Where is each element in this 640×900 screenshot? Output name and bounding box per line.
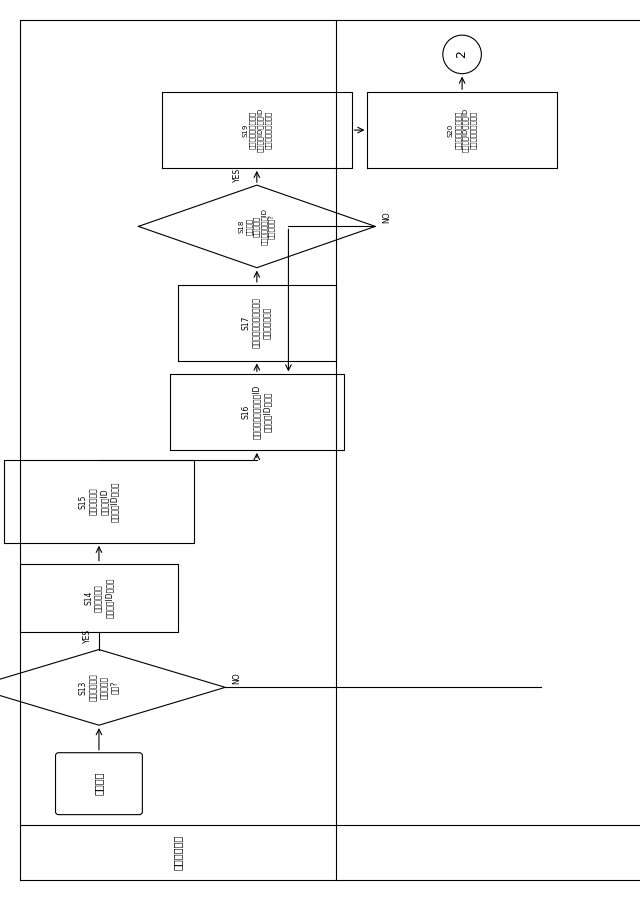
Polygon shape: [178, 285, 336, 361]
Polygon shape: [4, 460, 194, 543]
Text: S16
一又は複数のビーコンID
及び端末IDを取得: S16 一又は複数のビーコンID 及び端末IDを取得: [242, 385, 272, 439]
Text: NO: NO: [382, 212, 391, 223]
Polygon shape: [367, 92, 557, 168]
Text: S19
特定したグループの
ビーコンID、端末ID
及びグループを出力: S19 特定したグループの ビーコンID、端末ID 及びグループを出力: [243, 108, 271, 152]
Text: 携帯端末装置: 携帯端末装置: [173, 835, 183, 870]
Text: S18
特定した
グループの
全てのビーコンID
が取得終了?: S18 特定した グループの 全てのビーコンID が取得終了?: [239, 208, 275, 245]
Polygon shape: [20, 563, 178, 633]
Polygon shape: [0, 650, 225, 725]
Text: 2: 2: [456, 50, 468, 58]
Text: YES: YES: [233, 167, 242, 182]
Circle shape: [443, 35, 481, 74]
Polygon shape: [162, 92, 351, 168]
Text: スタート: スタート: [94, 772, 104, 796]
Text: S14
一又は複数の
ビーコンIDを取得: S14 一又は複数の ビーコンIDを取得: [84, 578, 114, 618]
Text: S15
一又は複数の
ビーコンID
及び端末IDを出力: S15 一又は複数の ビーコンID 及び端末IDを出力: [79, 482, 119, 522]
Text: S17
一又は複数のビーコンの
グループを特定: S17 一又は複数のビーコンの グループを特定: [242, 297, 272, 348]
Text: S13
一又は複数の
無線信号を
受信?: S13 一又は複数の 無線信号を 受信?: [79, 673, 119, 701]
Text: YES: YES: [83, 628, 92, 643]
Polygon shape: [170, 374, 344, 450]
Text: S20
特定したグループの
ビーコンID、端末ID
及びグループを取得: S20 特定したグループの ビーコンID、端末ID 及びグループを取得: [448, 108, 477, 152]
Text: NO: NO: [232, 672, 241, 684]
Polygon shape: [138, 185, 375, 267]
FancyBboxPatch shape: [56, 752, 142, 814]
